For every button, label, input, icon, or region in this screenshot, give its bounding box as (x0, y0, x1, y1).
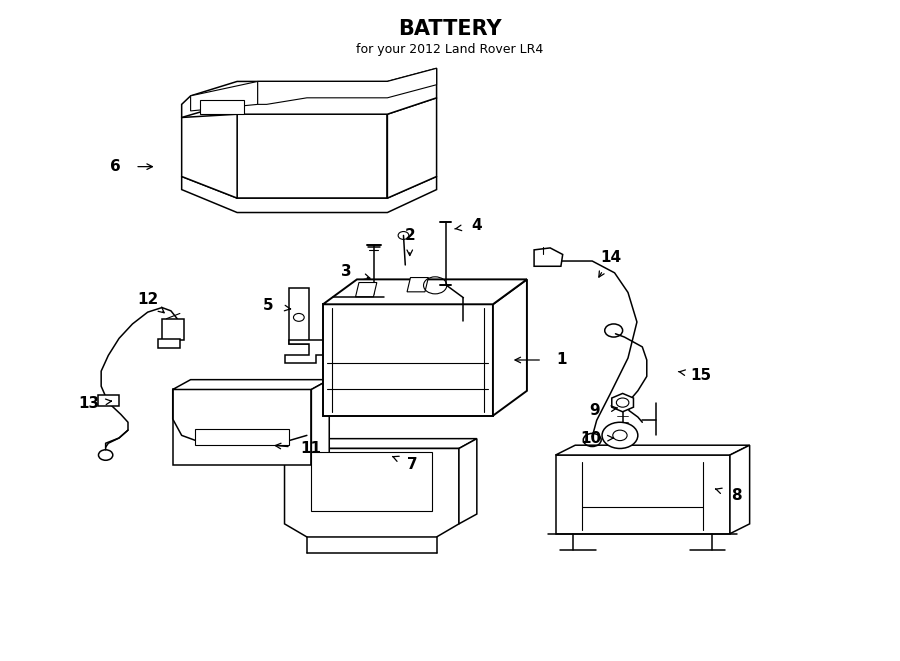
Text: 6: 6 (110, 159, 121, 174)
Text: 4: 4 (472, 218, 482, 233)
Text: BATTERY: BATTERY (398, 19, 502, 39)
Polygon shape (323, 280, 526, 304)
Polygon shape (195, 429, 289, 446)
Polygon shape (534, 248, 562, 266)
Circle shape (602, 422, 638, 448)
Polygon shape (555, 455, 730, 533)
Text: 7: 7 (407, 457, 418, 473)
Polygon shape (284, 439, 477, 448)
Text: 13: 13 (78, 397, 99, 411)
Polygon shape (730, 446, 750, 533)
Polygon shape (311, 379, 329, 465)
Polygon shape (555, 446, 750, 455)
Polygon shape (459, 439, 477, 524)
Text: 10: 10 (580, 431, 601, 446)
Polygon shape (182, 176, 436, 213)
Polygon shape (257, 68, 436, 104)
Text: 3: 3 (341, 264, 352, 279)
Polygon shape (493, 280, 526, 416)
Polygon shape (284, 340, 325, 364)
Text: 12: 12 (137, 292, 158, 307)
Text: 1: 1 (556, 352, 567, 368)
Text: 15: 15 (690, 368, 711, 383)
Polygon shape (387, 98, 436, 198)
Polygon shape (158, 339, 180, 348)
Text: 11: 11 (300, 441, 321, 456)
Polygon shape (182, 68, 436, 118)
Polygon shape (323, 304, 493, 416)
Text: 2: 2 (404, 228, 415, 243)
Polygon shape (289, 288, 309, 344)
Text: 5: 5 (263, 298, 274, 313)
Polygon shape (162, 319, 184, 340)
Polygon shape (311, 451, 432, 511)
Polygon shape (97, 395, 119, 406)
Polygon shape (237, 114, 387, 198)
Polygon shape (407, 278, 428, 292)
Polygon shape (612, 393, 634, 412)
Polygon shape (284, 448, 459, 537)
Polygon shape (356, 282, 377, 297)
Polygon shape (182, 114, 237, 198)
Polygon shape (173, 389, 311, 465)
Text: 9: 9 (590, 403, 600, 418)
Polygon shape (200, 100, 244, 114)
Text: 8: 8 (731, 488, 742, 503)
Polygon shape (191, 81, 257, 111)
Polygon shape (173, 379, 329, 389)
Text: for your 2012 Land Rover LR4: for your 2012 Land Rover LR4 (356, 44, 544, 56)
Text: 14: 14 (600, 250, 622, 264)
